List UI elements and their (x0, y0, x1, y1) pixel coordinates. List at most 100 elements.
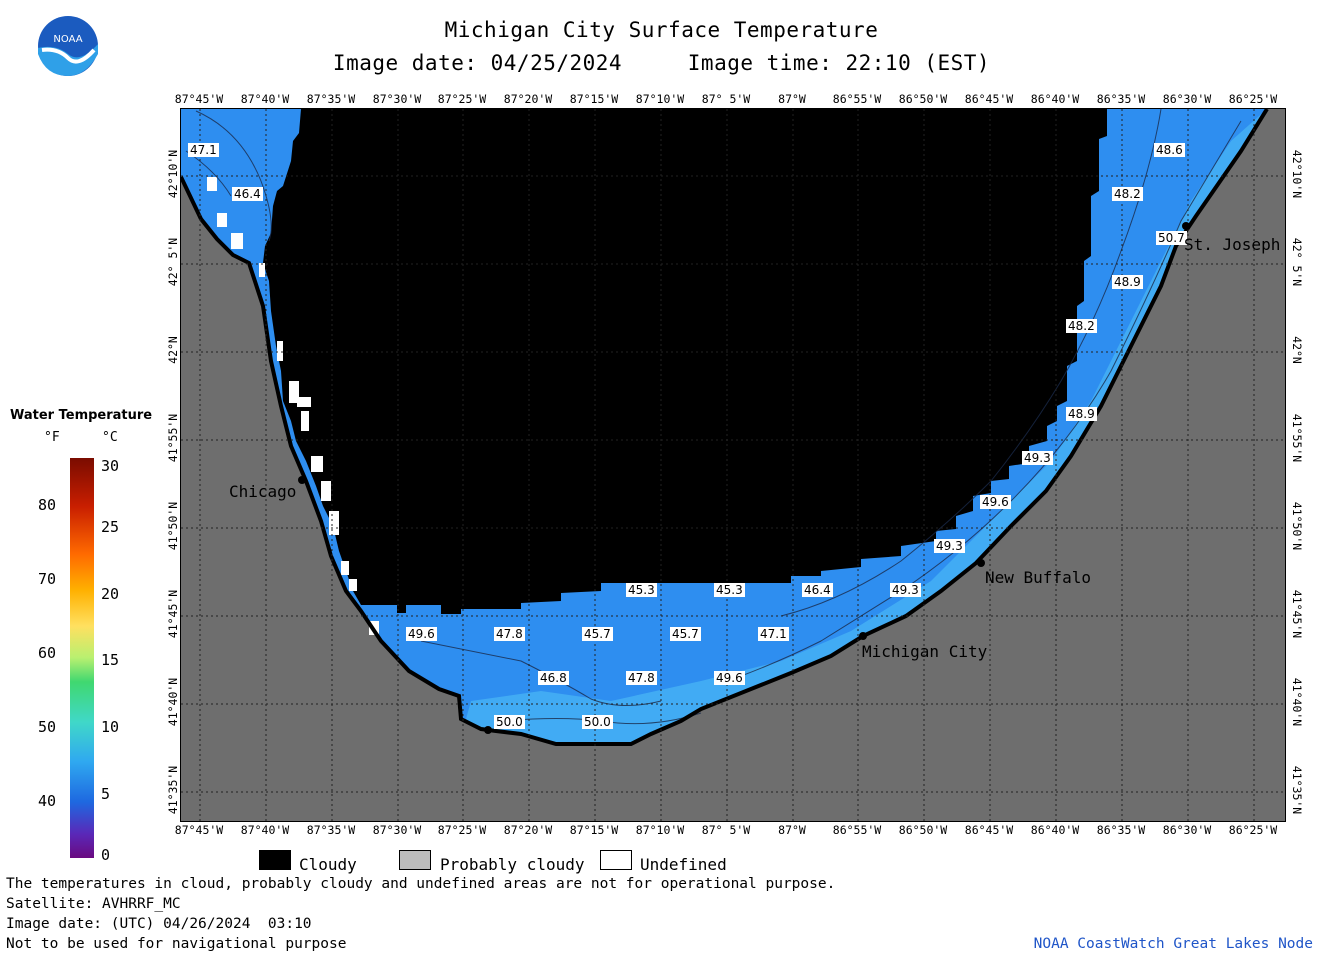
swatch-cloudy (259, 850, 291, 870)
swatch-probably-cloudy (399, 850, 431, 870)
map-canvas (181, 109, 1285, 821)
note-navigation: Not to be used for navigational purpose (6, 936, 347, 952)
lon-label: 87° 5'W (701, 823, 751, 837)
lat-label: 41°45'N (166, 589, 180, 639)
legend-unit-c: °C (102, 430, 118, 445)
lon-label: 87°40'W (240, 823, 290, 837)
c-tick: 10 (101, 718, 120, 736)
lon-label: 87°10'W (635, 823, 685, 837)
new-buffalo-marker (977, 559, 985, 567)
f-tick: 70 (38, 570, 57, 588)
lon-label: 86°35'W (1096, 92, 1146, 106)
lon-label: 86°50'W (898, 823, 948, 837)
lat-label: 41°50'N (1290, 501, 1304, 551)
f-tick: 50 (38, 718, 57, 736)
temp-label: 50.0 (582, 715, 613, 729)
shoreline (181, 109, 1269, 746)
temp-label: 50.0 (494, 715, 525, 729)
temp-label: 49.6 (714, 671, 745, 685)
city-label-st-joseph: St. Joseph (1184, 235, 1281, 254)
temp-label: 50.7 (1156, 231, 1187, 245)
lon-label: 86°30'W (1162, 823, 1212, 837)
temp-label: 48.2 (1066, 319, 1097, 333)
temp-label: 45.7 (582, 627, 613, 641)
lon-label: 86°50'W (898, 92, 948, 106)
lon-label: 86°55'W (832, 92, 882, 106)
temp-label: 45.7 (670, 627, 701, 641)
lon-label: 86°55'W (832, 823, 882, 837)
c-tick: 15 (101, 651, 120, 669)
lon-label: 87°10'W (635, 92, 685, 106)
st-joseph-marker (1182, 222, 1190, 230)
c-tick: 20 (101, 585, 120, 603)
color-scale-bar (70, 458, 94, 858)
lat-label: 41°55'N (166, 413, 180, 463)
lon-label: 87°30'W (372, 823, 422, 837)
lon-label: 87°45'W (174, 92, 224, 106)
lon-label: 87°25'W (437, 92, 487, 106)
lat-label: 41°35'N (1290, 765, 1304, 815)
lat-label: 41°40'N (1290, 677, 1304, 727)
f-tick: 60 (38, 644, 57, 662)
temp-label: 46.4 (802, 583, 833, 597)
graticule (181, 109, 1285, 821)
c-tick: 30 (101, 457, 120, 475)
swatch-label-probably-cloudy: Probably cloudy (440, 855, 585, 874)
cloud-mask (263, 109, 1107, 614)
temp-label: 49.3 (934, 539, 965, 553)
lon-label: 87°15'W (569, 823, 619, 837)
note-operational: The temperatures in cloud, probably clou… (6, 876, 836, 892)
lat-label: 41°50'N (166, 501, 180, 551)
temp-label: 46.8 (538, 671, 569, 685)
michigan-city-marker (859, 632, 867, 640)
temp-label: 48.9 (1066, 407, 1097, 421)
lon-label: 87°W (778, 92, 806, 106)
lon-label: 87°30'W (372, 92, 422, 106)
temp-label: 45.3 (626, 583, 657, 597)
undefined-areas (207, 177, 379, 635)
lon-label: 86°25'W (1228, 823, 1278, 837)
page-title: Michigan City Surface Temperature (444, 18, 879, 42)
legend-unit-f: °F (44, 430, 60, 445)
lon-label: 86°35'W (1096, 823, 1146, 837)
image-date-time: Image date: 04/25/2024 Image time: 22:10… (332, 51, 991, 75)
c-tick: 25 (101, 518, 120, 536)
c-tick: 0 (101, 846, 111, 864)
lat-label: 42°N (1290, 336, 1304, 364)
credit-noaa-coastwatch: NOAA CoastWatch Great Lakes Node (1033, 936, 1313, 952)
temp-label: 46.4 (232, 187, 263, 201)
lon-label: 87°20'W (503, 823, 553, 837)
lat-label: 42°N (166, 336, 180, 364)
temp-label: 49.6 (980, 495, 1011, 509)
c-tick: 5 (101, 785, 111, 803)
chicago-marker (298, 476, 306, 484)
note-utc-date: Image date: (UTC) 04/26/2024 03:10 (6, 916, 312, 932)
f-tick: 80 (38, 496, 57, 514)
temp-label: 48.9 (1112, 275, 1143, 289)
lat-label: 41°40'N (166, 677, 180, 727)
lon-label: 86°25'W (1228, 92, 1278, 106)
swatch-label-cloudy: Cloudy (299, 855, 357, 874)
lon-label: 87°W (778, 823, 806, 837)
temp-label: 47.1 (758, 627, 789, 641)
lon-label: 87°25'W (437, 823, 487, 837)
temp-label: 48.2 (1112, 187, 1143, 201)
shore-marker (484, 726, 492, 734)
f-tick: 40 (38, 792, 57, 810)
lon-label: 87°35'W (306, 92, 356, 106)
lon-label: 86°40'W (1030, 823, 1080, 837)
temp-label: 49.3 (1022, 451, 1053, 465)
lat-label: 42°10'N (1290, 149, 1304, 199)
temp-label: 49.3 (890, 583, 921, 597)
note-satellite: Satellite: AVHRRF_MC (6, 896, 181, 912)
svg-text:NOAA: NOAA (53, 34, 82, 45)
lon-label: 86°40'W (1030, 92, 1080, 106)
temp-label: 47.1 (188, 143, 219, 157)
lat-label: 42°10'N (166, 149, 180, 199)
lon-label: 86°45'W (964, 823, 1014, 837)
noaa-logo: NOAA (36, 14, 100, 78)
lat-label: 41°45'N (1290, 589, 1304, 639)
swatch-label-undefined: Undefined (640, 855, 727, 874)
temp-label: 48.6 (1154, 143, 1185, 157)
temp-label: 47.8 (494, 627, 525, 641)
